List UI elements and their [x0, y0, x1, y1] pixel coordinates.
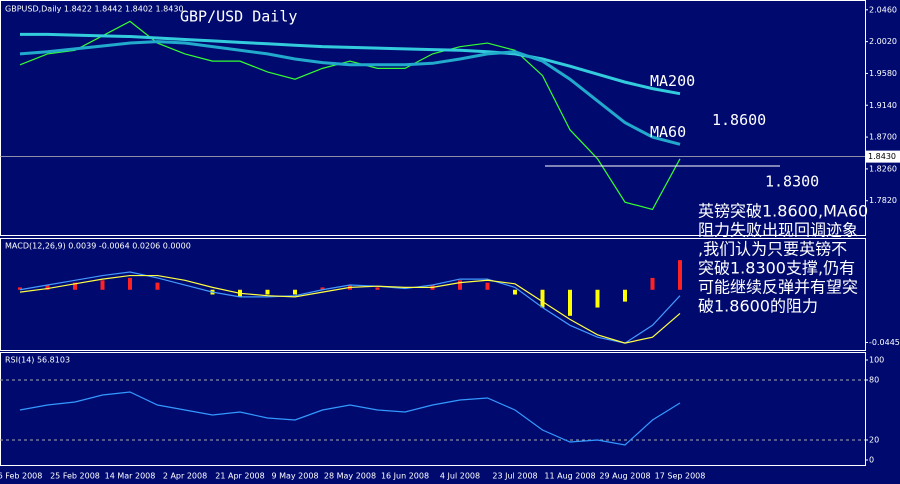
rsi-info: RSI(14) 56.8103	[5, 356, 70, 365]
x-tick-label: 2 Apr 2008	[163, 472, 207, 481]
series-line	[19, 274, 681, 344]
y-tick-label: 2.0020	[869, 37, 897, 46]
y-tick-label: 1.9140	[869, 101, 897, 110]
y-tick-label: 0	[869, 456, 874, 465]
price-label: 1.8430	[868, 152, 896, 161]
macd-bar	[568, 289, 572, 316]
y-tick-label: 20	[869, 436, 879, 445]
x-tick-label: 23 Jul 2008	[492, 472, 537, 481]
x-tick-label: 6 Feb 2008	[0, 472, 42, 481]
y-tick-label: 1.8260	[869, 164, 897, 173]
y-tick-label: 2.0460	[869, 5, 897, 14]
series-line	[19, 20, 681, 211]
macd-bar	[595, 289, 600, 308]
macd-bar	[155, 282, 160, 290]
series-line	[19, 391, 681, 446]
note-line: 突破1.8300支撑,仍有	[698, 259, 855, 278]
series-line	[19, 271, 681, 344]
price-box	[866, 150, 900, 163]
panel-border	[0, 238, 866, 351]
x-tick-label: 21 Apr 2008	[215, 472, 264, 481]
macd-bar	[265, 289, 270, 295]
macd-bar	[320, 287, 325, 290]
macd-bar	[513, 289, 517, 295]
note-line: 可能继续反弹并有望突	[698, 278, 858, 297]
x-tick-label: 11 Aug 2008	[544, 472, 595, 481]
price-info: GBPUSD,Daily 1.8422 1.8442 1.8402 1.8430	[5, 5, 184, 14]
macd-bar	[678, 260, 682, 290]
series-line	[20, 32, 681, 96]
note-line: ,我们认为只要英镑不	[698, 240, 847, 259]
series-label: MA200	[650, 72, 695, 90]
macd-bar	[293, 289, 297, 295]
note-line: 阻力失败出现回调迹象	[698, 221, 858, 240]
macd-bar	[485, 282, 490, 290]
macd-bar	[73, 282, 77, 290]
note-line: 破1.8600的阻力	[698, 297, 818, 316]
y-tick-label: 1.8700	[869, 133, 897, 142]
panel-border	[0, 352, 866, 466]
x-tick-label: 16 Jun 2008	[381, 472, 429, 481]
macd-bar	[375, 287, 380, 290]
macd-bar	[458, 280, 462, 290]
y-tick-label: 1.7820	[869, 196, 897, 205]
x-tick-label: 14 Mar 2008	[105, 472, 156, 481]
level-label: 1.8600	[712, 111, 766, 129]
macd-bar	[540, 289, 545, 308]
chart-title: GBP/USD Daily	[180, 8, 297, 26]
x-tick-label: 25 Feb 2008	[50, 472, 100, 481]
x-tick-label: 9 May 2008	[271, 472, 318, 481]
macd-bar	[18, 287, 22, 290]
x-tick-label: 4 Jul 2008	[440, 472, 480, 481]
macd-bar	[128, 277, 132, 290]
x-tick-label: 29 Aug 2008	[599, 472, 650, 481]
level-label: 1.8300	[765, 173, 819, 191]
series-line	[19, 40, 681, 146]
x-tick-label: 17 Sep 2008	[655, 472, 706, 481]
x-tick-label: 28 May 2008	[324, 472, 376, 481]
macd-bar	[623, 289, 627, 302]
panel-border	[0, 0, 866, 236]
series-label: MA60	[650, 123, 686, 141]
macd-bar	[100, 280, 105, 290]
y-tick-label: 100	[869, 356, 884, 365]
macd-bar	[45, 285, 50, 290]
y-tick-label: 1.9580	[869, 69, 897, 78]
macd-bar	[650, 277, 655, 290]
macd-info: MACD(12,26,9) 0.0039 -0.0064 0.0206 0.00…	[5, 242, 191, 251]
y-tick-label: -0.0445	[869, 338, 900, 347]
y-tick-label: 80	[869, 376, 879, 385]
note-line: 英镑突破1.8600,MA60	[698, 202, 868, 221]
